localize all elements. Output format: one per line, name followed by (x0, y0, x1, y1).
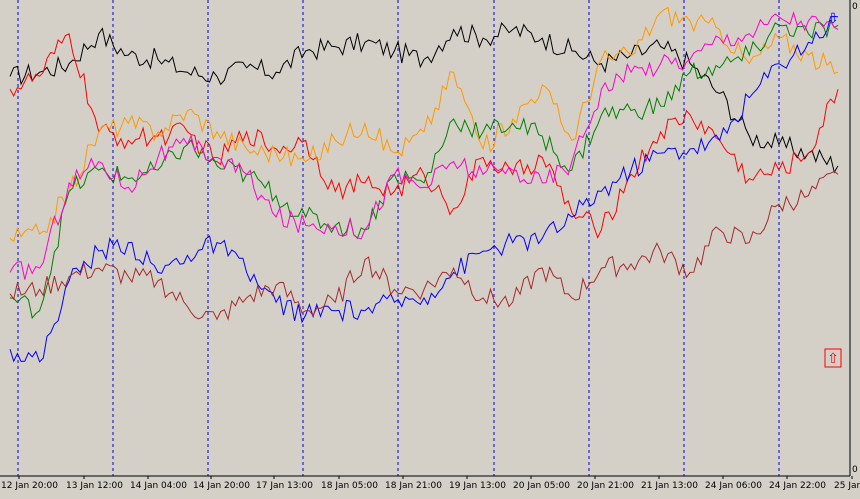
x-tick-label: 14 Jan 20:00 (193, 481, 250, 491)
x-tick-label: 19 Jan 13:00 (449, 481, 506, 491)
grid-lines (17, 0, 780, 476)
x-tick-label: 12 Jan 20:00 (1, 481, 58, 491)
series-line-3 (9, 19, 839, 320)
series-line-4 (9, 10, 839, 280)
right-scale-bottom-label: 0 (852, 465, 858, 475)
series-line-6 (9, 170, 839, 321)
x-tick-label: 18 Jan 05:00 (321, 481, 378, 491)
series-line-0 (9, 21, 839, 174)
svg-text:⇧: ⇧ (827, 351, 839, 367)
x-tick-label: 24 Jan 06:00 (705, 481, 762, 491)
series-line-2 (9, 6, 839, 243)
x-tick-label: 25 Jan (834, 481, 860, 491)
plot-background (0, 0, 850, 476)
x-tick-label: 20 Jan 05:00 (513, 481, 570, 491)
series-line-5 (9, 15, 839, 363)
x-tick-label: 17 Jan 13:00 (256, 481, 313, 491)
series-lines (9, 6, 839, 363)
svg-text:⇩: ⇩ (827, 11, 839, 27)
signal-markers: ⇩⇧ (824, 11, 842, 368)
x-axis-ticks: 12 Jan 20:00 13 Jan 12:00 14 Jan 04:00 14 J… (1, 476, 860, 491)
x-tick-label: 24 Jan 22:00 (769, 481, 826, 491)
series-line-1 (9, 33, 839, 239)
x-tick-label: 20 Jan 21:00 (577, 481, 634, 491)
x-tick-label: 21 Jan 13:00 (641, 481, 698, 491)
x-tick-label: 18 Jan 21:00 (385, 481, 442, 491)
x-tick-label: 14 Jan 04:00 (130, 481, 187, 491)
right-scale-top-label: 0 (852, 2, 858, 12)
down-arrow-icon: ⇩ (827, 11, 839, 27)
x-tick-label: 13 Jan 12:00 (66, 481, 123, 491)
up-arrow-icon: ⇧ (824, 348, 842, 368)
